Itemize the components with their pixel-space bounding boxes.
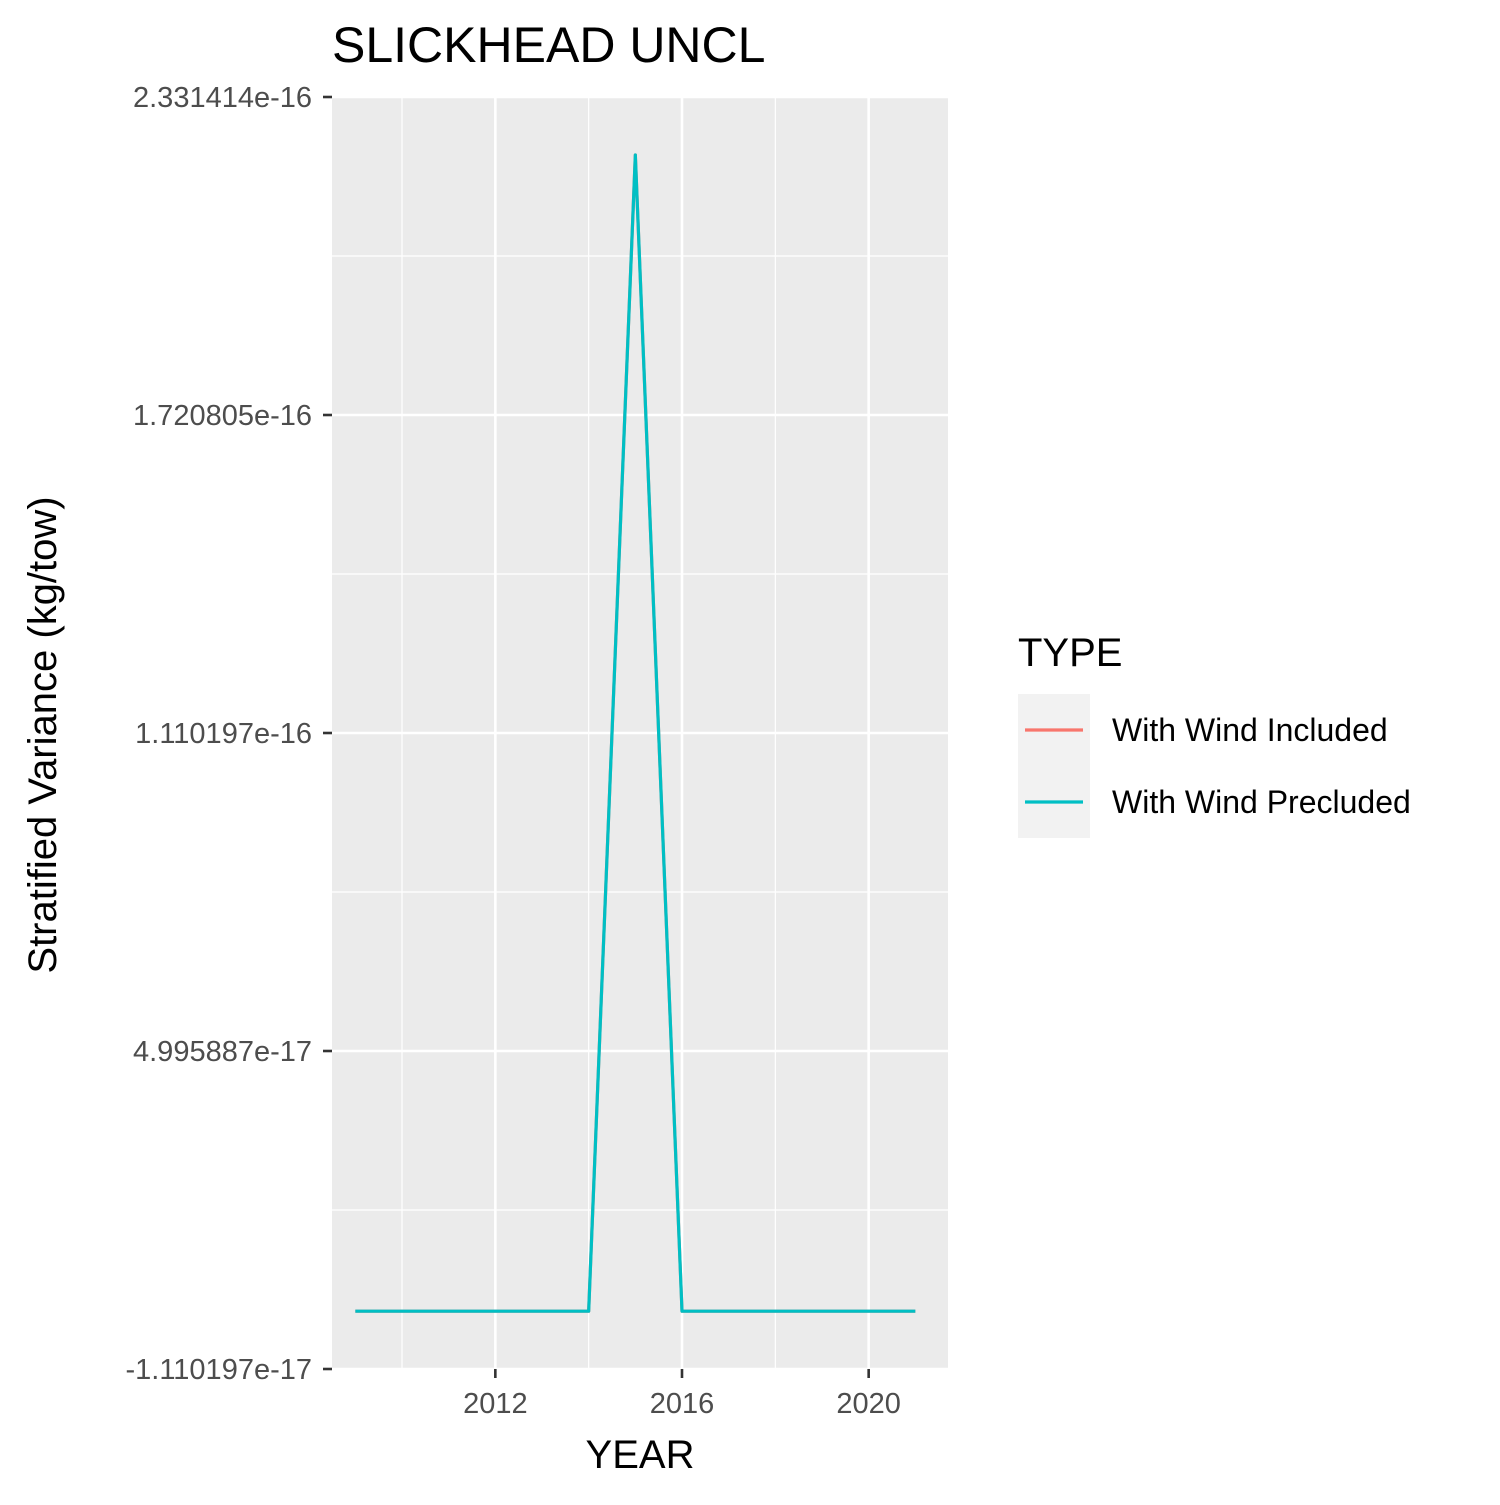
major-grid xyxy=(332,95,948,1371)
x-axis-title: YEAR xyxy=(586,1433,695,1477)
y-axis-title: Stratified Variance (kg/tow) xyxy=(21,496,65,973)
legend-label-1: With Wind Included xyxy=(1112,712,1388,748)
series-layer xyxy=(355,153,916,1313)
chart-title: SLICKHEAD UNCL xyxy=(332,17,765,73)
series-line-2 xyxy=(355,153,916,1313)
x-tick-label: 2020 xyxy=(836,1388,901,1420)
y-axis: -1.110197e-17 4.995887e-17 1.110197e-16 1.7… xyxy=(125,82,332,1386)
legend-title: TYPE xyxy=(1018,631,1122,675)
y-tick-label: 1.110197e-16 xyxy=(135,718,312,750)
x-tick-label: 2012 xyxy=(463,1388,528,1420)
legend: TYPE With Wind Included With Wind Preclud… xyxy=(1018,631,1411,838)
y-tick-label: 4.995887e-17 xyxy=(133,1036,312,1068)
y-tick-label: -1.110197e-17 xyxy=(125,1354,312,1386)
x-axis: 2012 2016 2020 xyxy=(463,1369,901,1420)
legend-items: With Wind Included With Wind Precluded xyxy=(1025,712,1411,820)
legend-key-background xyxy=(1018,694,1090,838)
x-tick-label: 2016 xyxy=(650,1388,715,1420)
y-tick-label: 2.331414e-16 xyxy=(133,82,312,114)
legend-label-2: With Wind Precluded xyxy=(1112,784,1411,820)
y-tick-label: 1.720805e-16 xyxy=(133,400,312,432)
